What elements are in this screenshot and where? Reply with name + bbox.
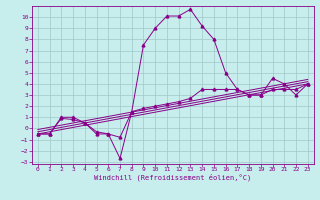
- X-axis label: Windchill (Refroidissement éolien,°C): Windchill (Refroidissement éolien,°C): [94, 174, 252, 181]
